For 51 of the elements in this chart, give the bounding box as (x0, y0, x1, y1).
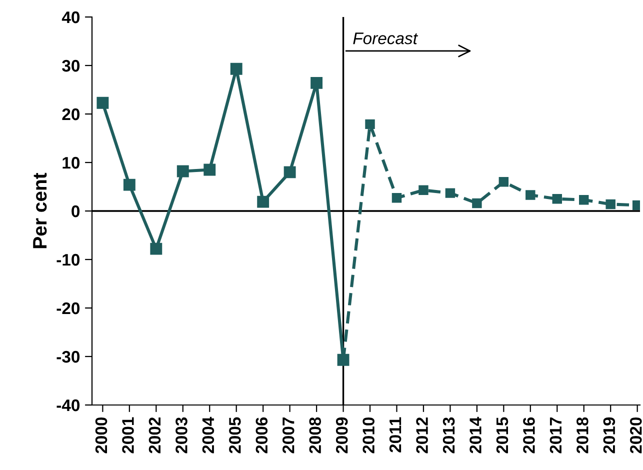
x-tick-label: 2013 (442, 417, 455, 454)
y-tick-label: 30 (62, 60, 80, 72)
x-tick-label: 2019 (603, 417, 616, 454)
x-tick-label: 2001 (122, 417, 134, 454)
point (498, 177, 509, 187)
point (526, 190, 536, 200)
x-tick-label: 2015 (496, 417, 508, 454)
y-tick-label: -20 (56, 302, 80, 314)
x-tick-label: 2006 (256, 417, 268, 454)
x-tick-label: 2003 (176, 417, 188, 454)
point (606, 199, 616, 210)
point (552, 194, 562, 204)
point (96, 96, 109, 109)
point (230, 62, 242, 75)
point (392, 193, 402, 203)
x-tick-label: 2008 (309, 417, 322, 454)
point (204, 164, 216, 176)
point (150, 242, 162, 255)
y-tick-label: -30 (56, 350, 80, 363)
x-tick-label: 2012 (416, 417, 428, 454)
y-tick-label: 40 (62, 11, 80, 24)
x-tick-label: 2018 (576, 417, 588, 454)
x-tick-label: 2007 (282, 418, 294, 454)
y-tick-label: 20 (62, 108, 80, 120)
y-tick-label: 0 (72, 205, 80, 218)
point (418, 185, 428, 196)
point (176, 165, 189, 178)
x-tick-label: 2016 (523, 417, 535, 454)
y-tick-label: -10 (56, 254, 80, 266)
x-tick-label: 2020 (630, 417, 642, 454)
point (257, 196, 270, 208)
ref-line-label: Forecast (353, 32, 418, 44)
point (579, 194, 589, 205)
x-tick-label: 2014 (470, 416, 482, 454)
point (365, 119, 375, 130)
x-tick-label: 2002 (148, 417, 161, 454)
point (445, 188, 456, 198)
x-tick-label: 2004 (202, 416, 214, 454)
y-tick-label: 10 (62, 156, 80, 169)
x-tick-label: 2009 (336, 417, 348, 454)
y-tick-label: -40 (56, 399, 80, 412)
point (123, 178, 136, 191)
point (284, 166, 296, 178)
x-tick-label: 2010 (362, 417, 374, 454)
y-axis-title: Per cent (33, 172, 47, 248)
point (472, 198, 482, 208)
x-tick-label: 2005 (229, 417, 241, 454)
x-tick-label: 2011 (389, 417, 402, 452)
x-tick-label: 2017 (550, 418, 562, 454)
point (310, 76, 323, 89)
x-tick-label: 2000 (95, 417, 108, 454)
